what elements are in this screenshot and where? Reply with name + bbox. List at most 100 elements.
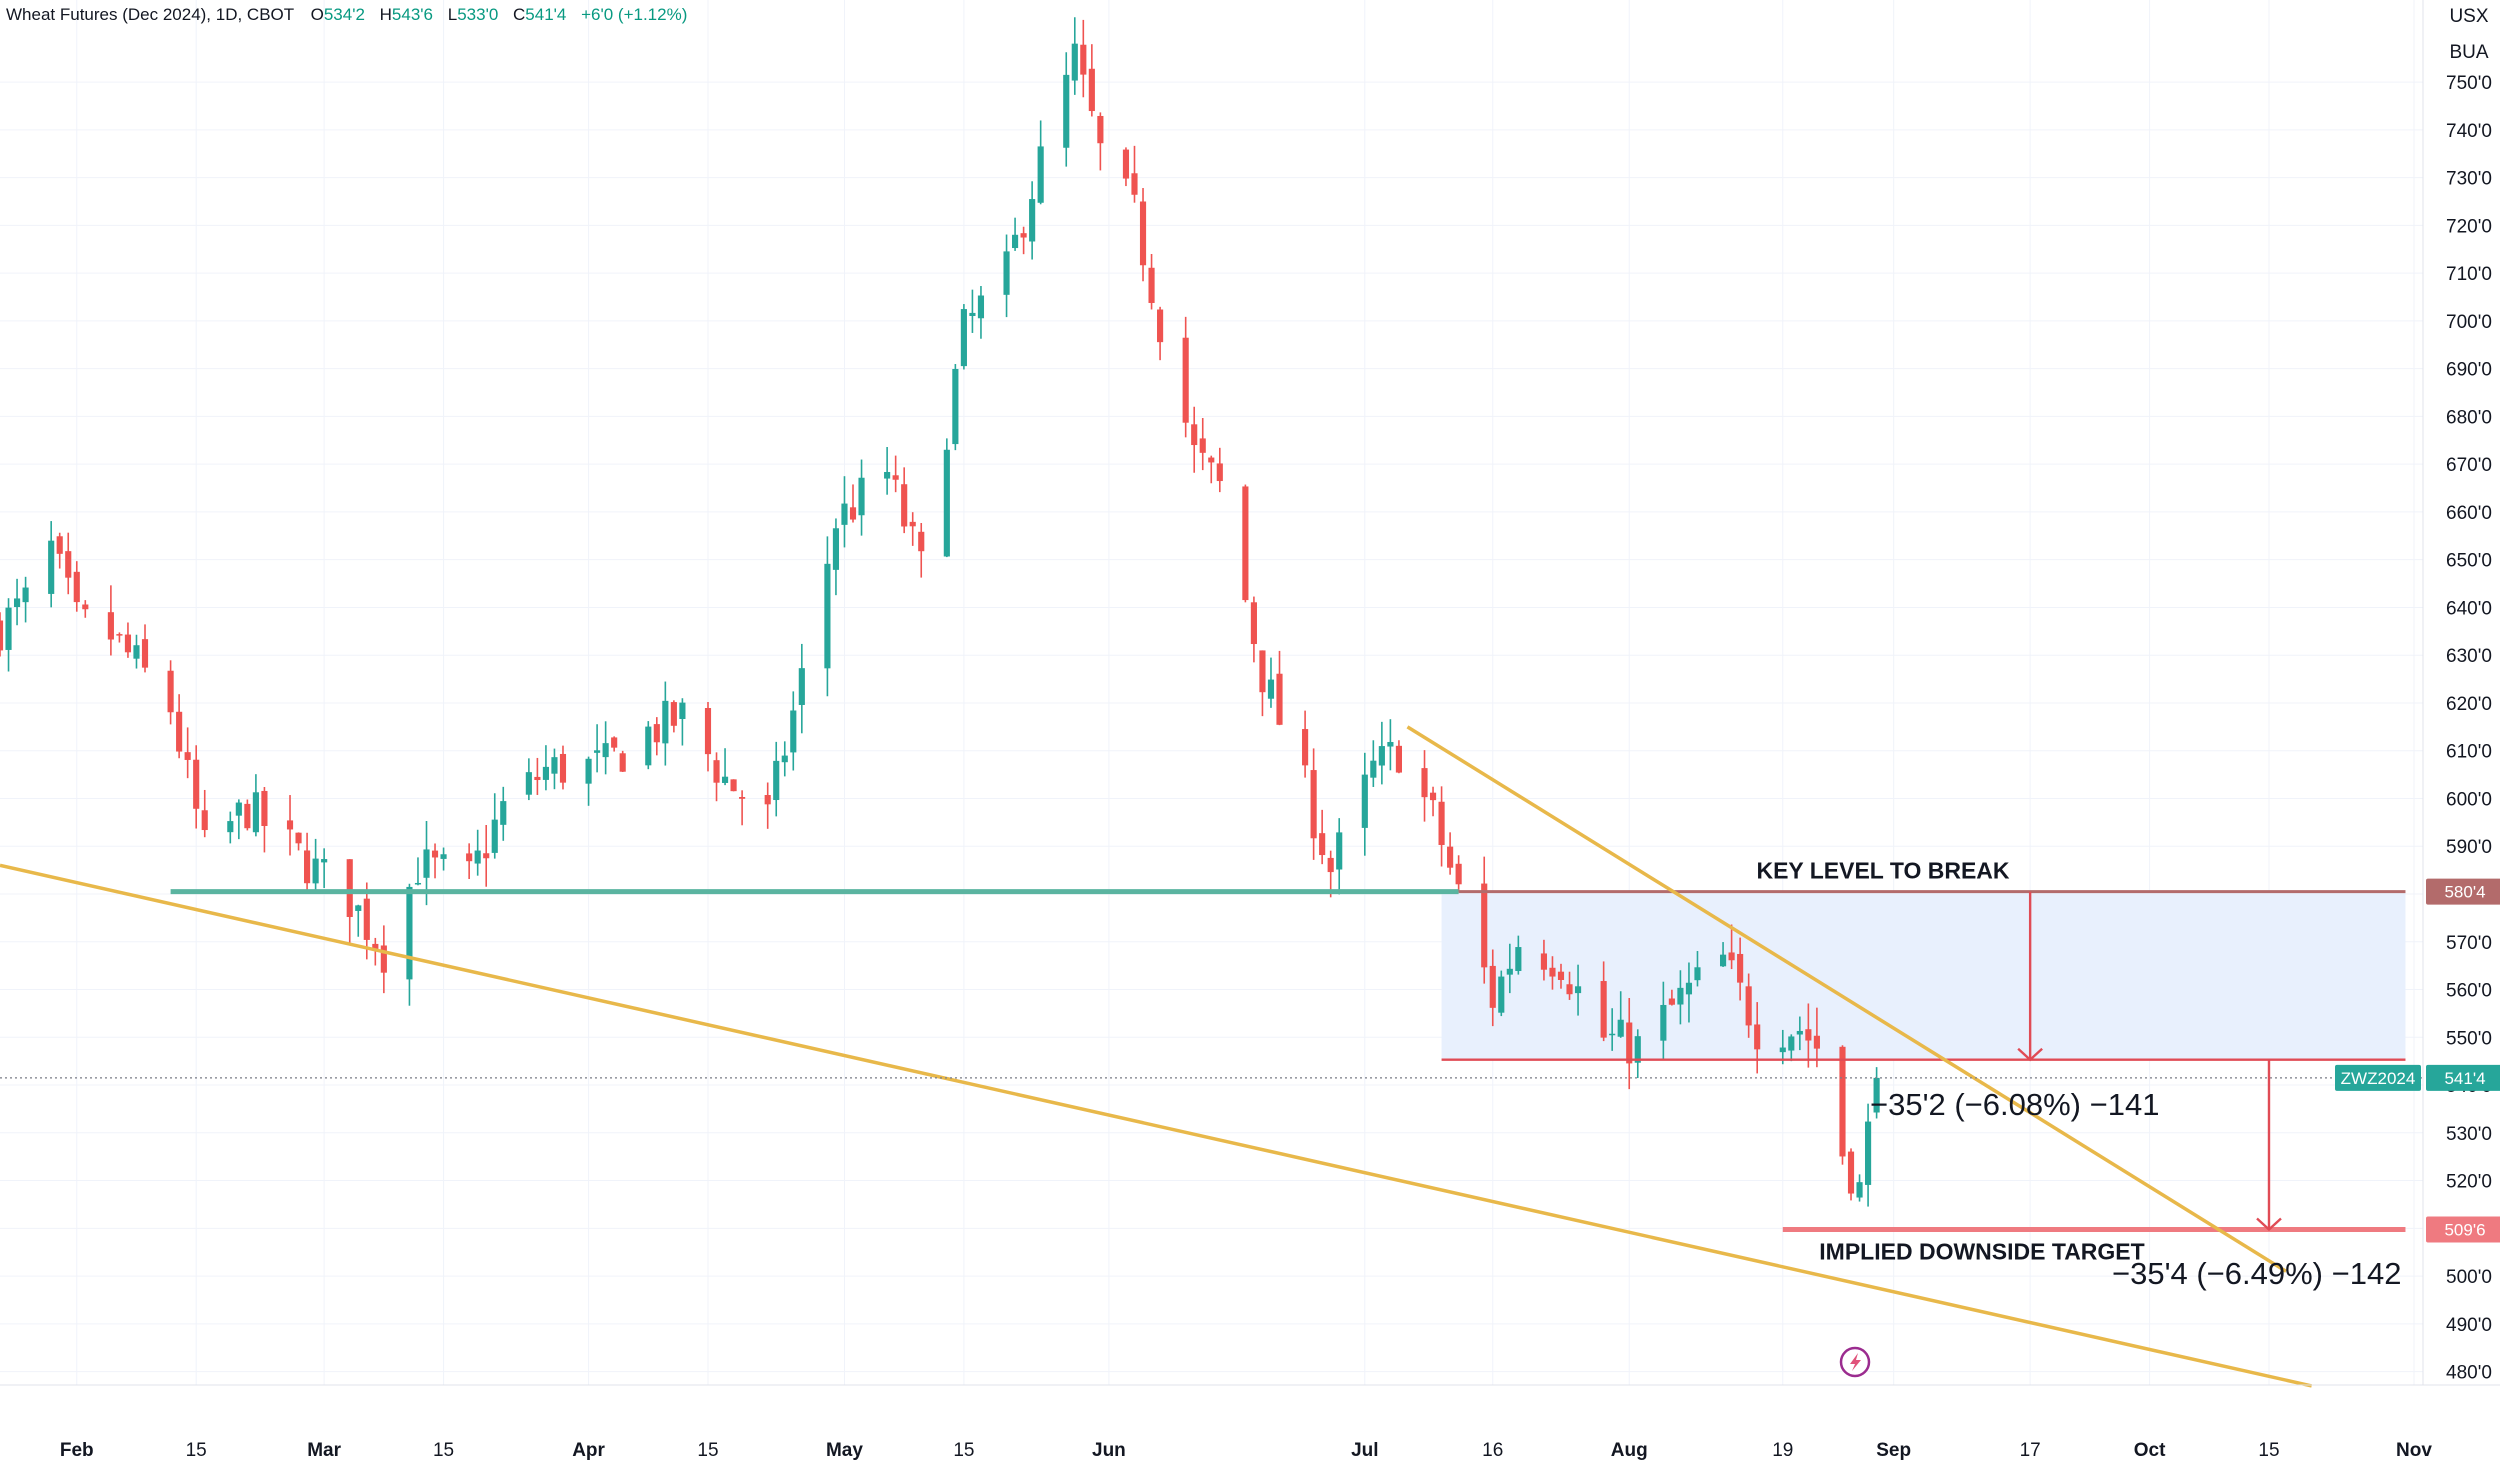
candle (193, 745, 200, 829)
candle (431, 843, 439, 879)
lightning-icon[interactable] (1839, 1346, 1871, 1378)
candle (141, 624, 149, 673)
candle (1370, 740, 1377, 787)
candle (1037, 120, 1044, 205)
candle (1012, 217, 1019, 251)
candle (73, 561, 80, 612)
price-tick-label: 750'0 (2446, 73, 2492, 94)
candle (611, 736, 618, 752)
open-value: 534'2 (324, 5, 365, 24)
candle (1148, 253, 1155, 310)
candle (1216, 447, 1223, 493)
candle (13, 578, 21, 626)
candle (764, 782, 771, 829)
candle (542, 745, 549, 791)
candle (1617, 991, 1624, 1038)
candle (952, 364, 959, 451)
candle (960, 304, 967, 370)
candle (1421, 750, 1428, 822)
candle (713, 752, 720, 802)
candle (244, 799, 251, 831)
candle (1489, 949, 1496, 1027)
low-label: L (448, 5, 457, 24)
candle (1455, 855, 1462, 892)
symbol-tag: ZWZ2024 (2341, 1069, 2416, 1088)
candle (372, 937, 379, 966)
symbol-name[interactable]: Wheat Futures (Dec 2024), 1D, CBOT (6, 5, 294, 24)
currency-label[interactable]: USX (2449, 6, 2488, 27)
candle (295, 832, 302, 851)
price-tick-label: 690'0 (2446, 360, 2492, 381)
candle (1626, 997, 1633, 1090)
candle (645, 721, 652, 770)
candle (1259, 650, 1266, 717)
candle (1080, 19, 1087, 98)
candle (849, 484, 857, 523)
candle (1728, 924, 1735, 970)
price-tick-label: 590'0 (2446, 837, 2492, 858)
candle (1191, 406, 1198, 473)
time-tick-label: Oct (2134, 1440, 2166, 1461)
horizontal-levels (170, 889, 2406, 1233)
candle (304, 832, 311, 890)
time-tick-label: 15 (697, 1440, 718, 1461)
price-tick-label: 530'0 (2446, 1124, 2492, 1145)
candle (414, 857, 422, 886)
candle (474, 829, 481, 876)
time-tick-label: Nov (2396, 1440, 2432, 1461)
candle (824, 536, 831, 697)
candle (1003, 234, 1010, 318)
candle (483, 825, 490, 887)
lower-trendline (0, 863, 2313, 1388)
price-tick-label: 550'0 (2446, 1028, 2492, 1049)
candle (798, 643, 805, 734)
candle (1634, 1029, 1641, 1079)
candle (1498, 970, 1505, 1017)
time-axis[interactable]: Feb 15 Mar 15 Apr 15 May 15 Jun Jul 16 Aug 19 Sep 17 Oc… (60, 1440, 2432, 1461)
unit-label[interactable]: BUA (2449, 42, 2488, 63)
price-tick-label: 620'0 (2446, 694, 2492, 715)
price-tick-label: 610'0 (2446, 742, 2492, 763)
candle (1276, 650, 1283, 726)
candle (167, 660, 174, 725)
price-tick-label: 560'0 (2446, 981, 2492, 1002)
candle (1865, 1103, 1872, 1207)
candle (559, 745, 567, 790)
candle (730, 779, 737, 792)
candle (176, 694, 183, 759)
candle (1813, 1007, 1820, 1068)
candle (525, 758, 532, 801)
trendlines (0, 725, 2313, 1388)
chart-header: Wheat Futures (Dec 2024), 1D, CBOT O534'… (6, 5, 687, 24)
candle (670, 700, 677, 733)
high-label: H (380, 5, 392, 24)
candle (1609, 1008, 1616, 1051)
candle (1754, 1002, 1761, 1074)
price-tick-label: 600'0 (2446, 789, 2492, 810)
measure-arrows (2017, 891, 2282, 1232)
candle (1378, 721, 1385, 785)
price-axis[interactable]: 480'0490'0500'0510'0520'0530'0540'0550'0… (2446, 73, 2492, 1384)
candle (1131, 145, 1138, 203)
measure-label-2: −35'4 (−6.49%) −142 (2112, 1256, 2401, 1291)
candle (1242, 484, 1249, 603)
candle (662, 681, 669, 766)
time-tick-label: 17 (2020, 1440, 2041, 1461)
candle (65, 532, 72, 595)
candle (1668, 989, 1675, 1006)
candle (1302, 710, 1309, 778)
candle (653, 717, 660, 756)
time-tick-label: May (826, 1440, 863, 1461)
candle (124, 622, 132, 658)
close-value: 541'4 (525, 5, 566, 24)
candle (884, 447, 891, 495)
candle (1071, 17, 1078, 95)
price-tick-label: 630'0 (2446, 646, 2492, 667)
candle (1481, 856, 1488, 984)
candle (1805, 1003, 1812, 1068)
price-tick-label: 520'0 (2446, 1172, 2492, 1193)
candle (252, 774, 259, 837)
candle (1856, 1174, 1863, 1202)
candle (1847, 1148, 1855, 1201)
